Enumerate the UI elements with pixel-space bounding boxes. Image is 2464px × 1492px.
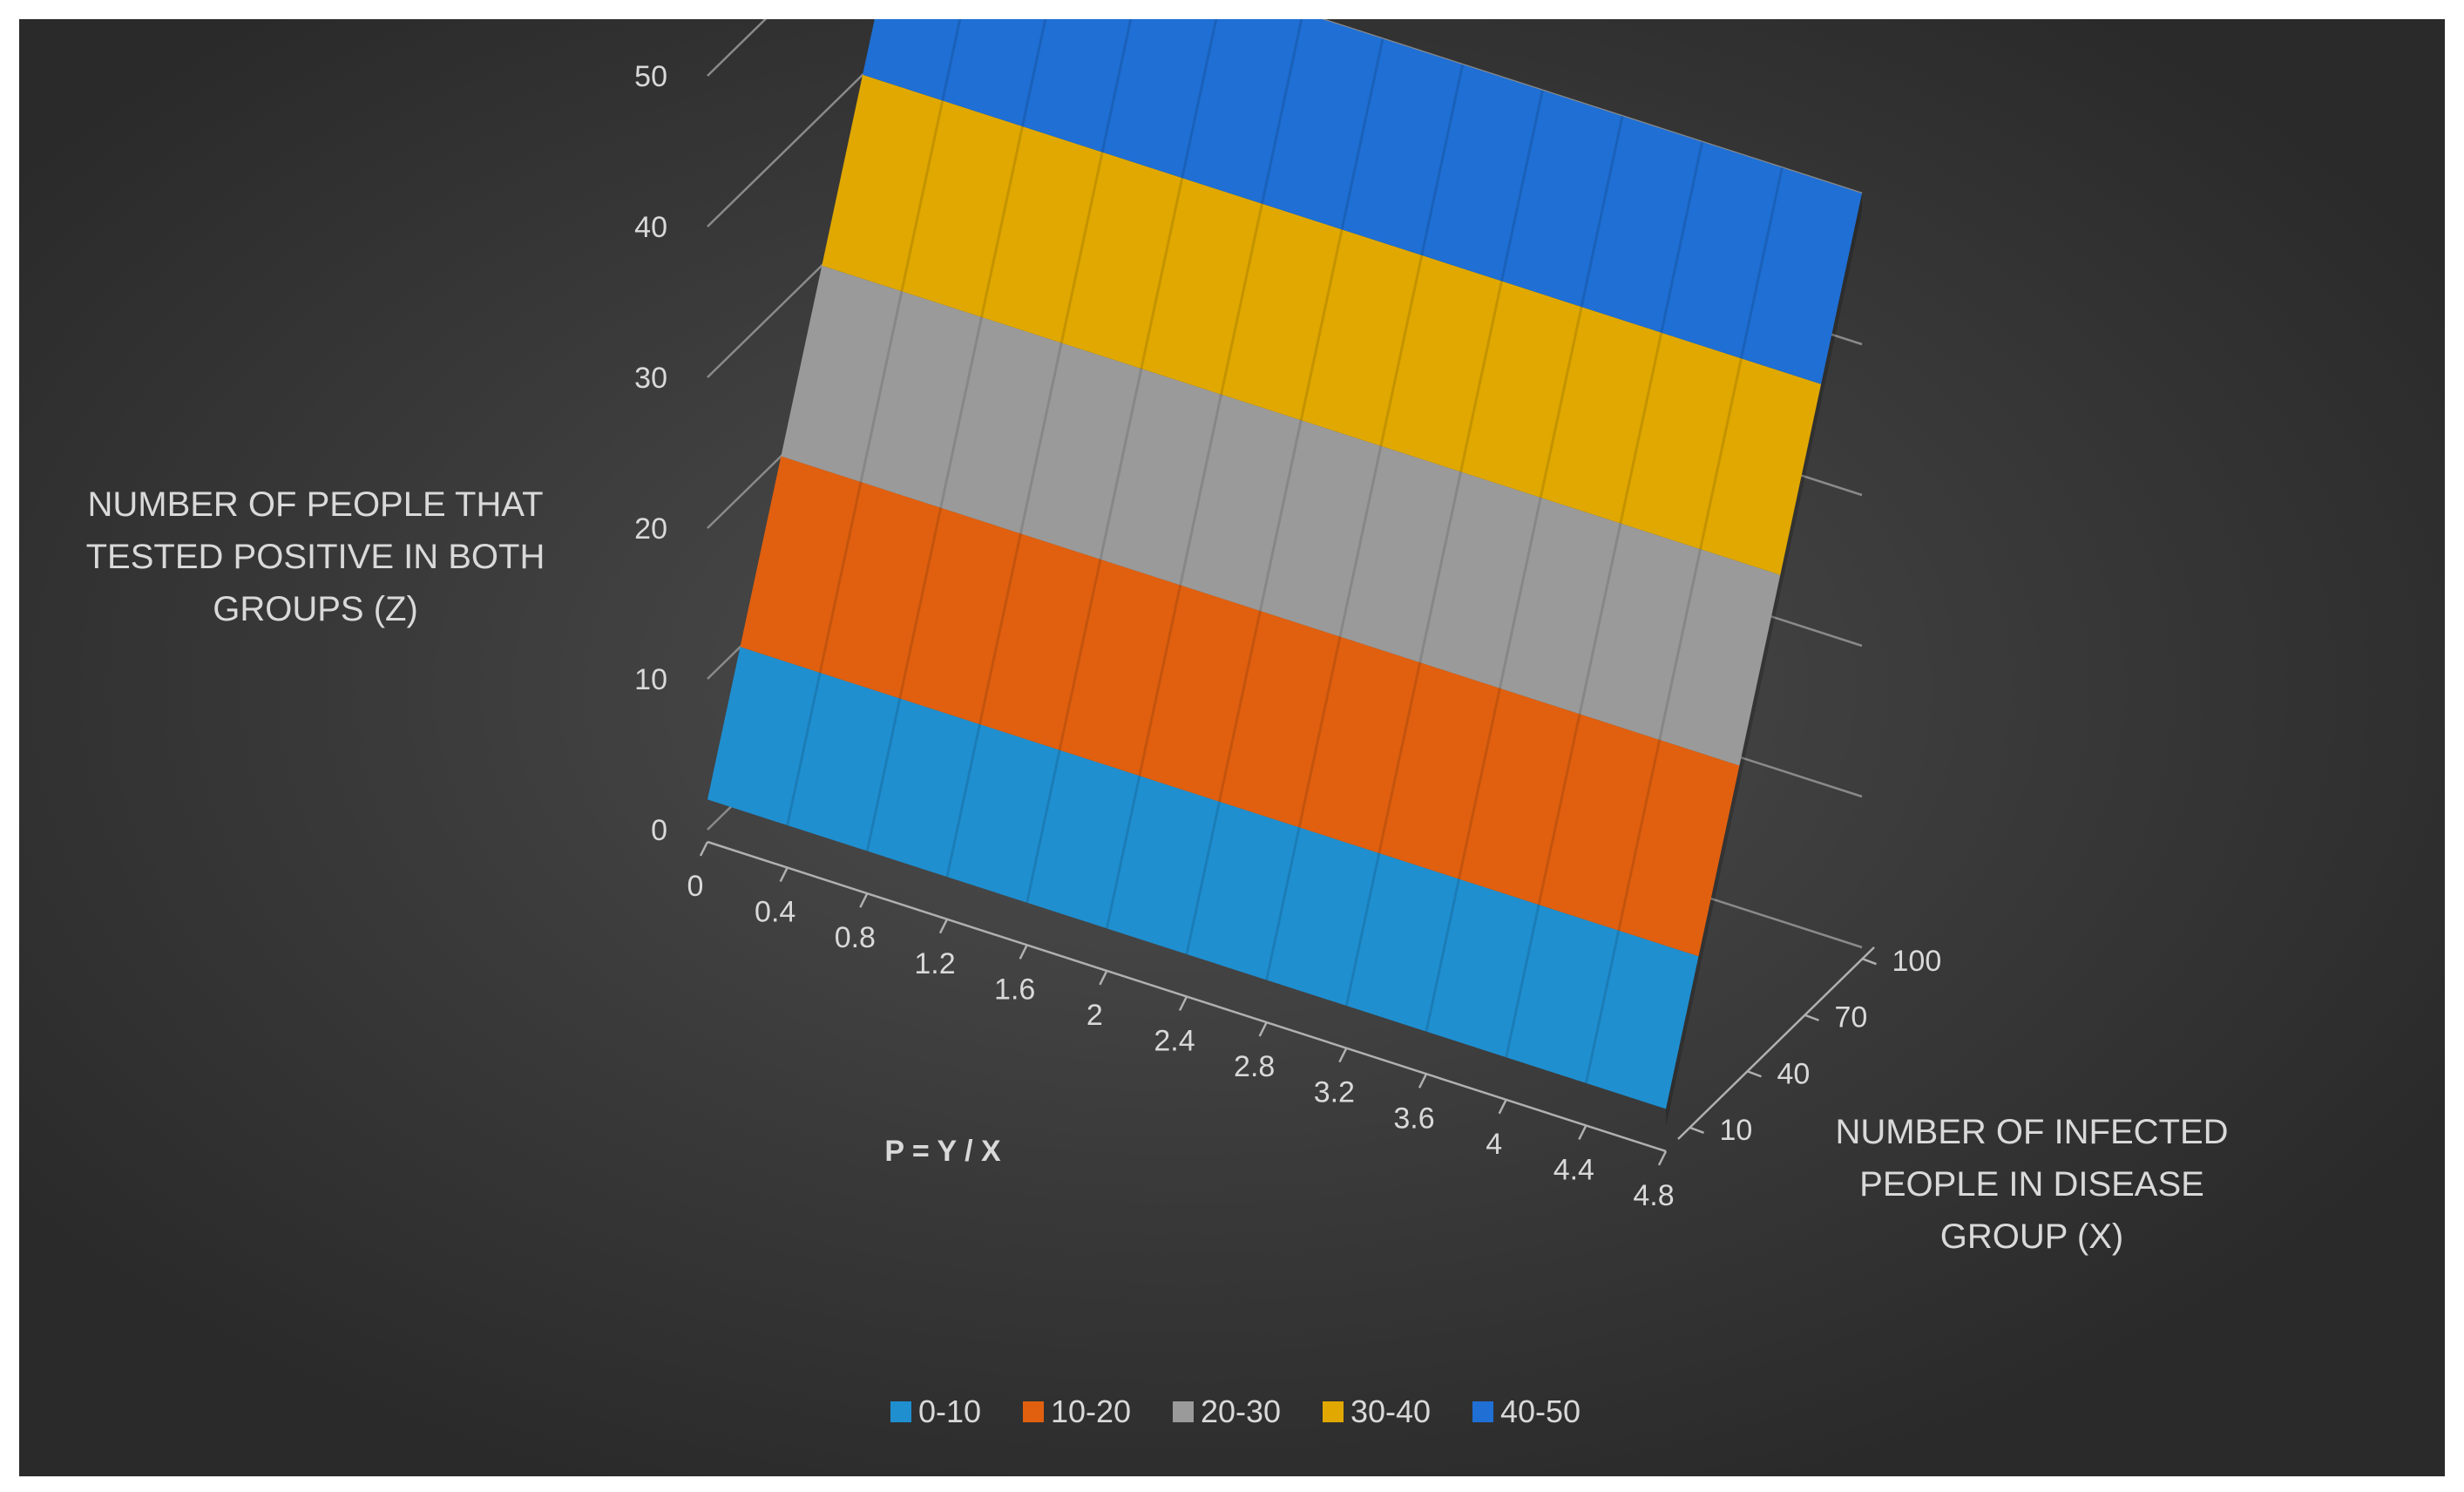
surface-band-edge-30-40 — [1780, 383, 1822, 593]
legend-label: 0-10 — [918, 1394, 981, 1429]
x-axis-title-line-3: GROUP (X) — [1940, 1217, 2123, 1256]
p-tick-mark — [1178, 995, 1188, 1012]
p-tick-label: 2.8 — [1234, 1050, 1275, 1083]
surface-band-10-20 — [740, 456, 1740, 957]
surface-chart: 0 0.4 0.8 1.2 1.6 2 2.4 2.8 3.2 3.6 4 4.4 4.8 10 40 70 1… — [86, 19, 2229, 1429]
surface-band-edge-40-50 — [1821, 193, 1862, 403]
z-axis-title-line-1: NUMBER OF PEOPLE THAT — [87, 485, 543, 524]
p-tick-mark — [1099, 970, 1108, 986]
legend-label: 10-20 — [1051, 1394, 1131, 1429]
p-axis-title: P = Y / X — [884, 1135, 1001, 1168]
surface-band-edge-20-30 — [1739, 574, 1781, 784]
x-tick-mark — [1747, 1070, 1762, 1078]
x-tick-label: 10 — [1720, 1114, 1753, 1147]
p-tick-label: 3.2 — [1314, 1076, 1355, 1109]
p-tick-label: 0.4 — [755, 896, 795, 929]
surface-ridge — [1265, 64, 1465, 980]
p-tick-mark — [779, 867, 789, 883]
x-tick-label: 70 — [1835, 1001, 1868, 1034]
z-tick-label: 0 — [651, 814, 667, 847]
surface-band-0-10 — [707, 647, 1699, 1109]
legend-swatch-30-40 — [1323, 1401, 1344, 1422]
p-tick-mark — [1338, 1048, 1348, 1063]
p-tick-mark — [699, 841, 709, 857]
legend-swatch-0-10 — [890, 1401, 911, 1422]
z-tick-label: 40 — [634, 211, 667, 244]
p-tick-label: 4.8 — [1633, 1179, 1674, 1212]
surface-ridge — [1505, 141, 1704, 1058]
surface-plot — [707, 19, 1862, 1128]
p-tick-label: 1.2 — [914, 947, 955, 980]
x-tick-mark — [1689, 1126, 1704, 1134]
p-tick-label: 3.6 — [1393, 1102, 1434, 1135]
z-axis-title-line-3: GROUPS (Z) — [213, 590, 418, 628]
chart-area: 0 0.4 0.8 1.2 1.6 2 2.4 2.8 3.2 3.6 4 4.4 4.8 10 40 70 1… — [19, 19, 2445, 1476]
surface-band-40-50 — [863, 19, 1862, 384]
surface-ridge — [1344, 90, 1544, 1007]
z-tick-label: 20 — [634, 512, 667, 546]
legend-label: 40-50 — [1500, 1394, 1581, 1429]
legend-label: 20-30 — [1201, 1394, 1281, 1429]
surface-ridge — [1584, 167, 1784, 1084]
surface-ridge — [1425, 115, 1624, 1032]
x-tick-mark — [1804, 1014, 1819, 1021]
p-tick-label: 2.4 — [1154, 1025, 1195, 1058]
x-tick-mark — [1862, 958, 1877, 966]
legend-label: 30-40 — [1350, 1394, 1431, 1429]
p-tick-label: 0 — [687, 870, 704, 903]
x-tick-label: 100 — [1892, 945, 1942, 978]
p-tick-mark — [1498, 1099, 1507, 1115]
p-tick-label: 0.8 — [835, 921, 876, 954]
z-tick-label: 50 — [634, 60, 667, 93]
chart-axes: 0 0.4 0.8 1.2 1.6 2 2.4 2.8 3.2 3.6 4 4.4 4.8 10 40 70 1… — [634, 60, 1941, 1212]
surface-ridge — [1105, 19, 1303, 929]
p-tick-label: 4.4 — [1554, 1153, 1594, 1186]
surface-band-20-30 — [781, 265, 1781, 766]
x-axis-title-line-1: NUMBER OF INFECTED — [1835, 1113, 2228, 1151]
surface-band-30-40 — [822, 74, 1822, 575]
chart-legend: 0-10 10-20 20-30 30-40 40-50 — [890, 1394, 1581, 1429]
p-tick-label: 1.6 — [994, 973, 1035, 1006]
p-tick-mark — [1019, 944, 1028, 960]
p-tick-label: 2 — [1086, 999, 1103, 1032]
p-tick-mark — [859, 892, 869, 908]
gridline-z-50 — [707, 19, 1863, 195]
surface-band-edge-0-10 — [1666, 956, 1699, 1128]
surface-ridge — [865, 19, 1047, 851]
p-tick-mark — [1578, 1124, 1587, 1140]
x-axis-line — [1677, 946, 1875, 1140]
legend-swatch-20-30 — [1173, 1401, 1194, 1422]
surface-ridge — [1026, 19, 1218, 904]
x-tick-label: 40 — [1777, 1057, 1811, 1090]
z-tick-label: 10 — [634, 663, 667, 696]
p-tick-mark — [1657, 1150, 1668, 1166]
z-axis-title-line-2: TESTED POSITIVE IN BOTH — [86, 538, 545, 576]
surface-ridge — [1185, 38, 1384, 955]
p-tick-mark — [1258, 1021, 1268, 1037]
surface-band-edge-10-20 — [1698, 765, 1740, 975]
legend-swatch-10-20 — [1023, 1401, 1044, 1422]
p-tick-label: 4 — [1486, 1128, 1502, 1161]
x-axis-title-line-2: PEOPLE IN DISEASE — [1859, 1165, 2204, 1204]
surface-ridge — [786, 19, 962, 826]
p-tick-mark — [938, 919, 949, 934]
surface-ridge — [945, 19, 1133, 878]
p-tick-mark — [1418, 1073, 1428, 1088]
z-tick-label: 30 — [634, 362, 667, 395]
legend-swatch-40-50 — [1472, 1401, 1493, 1422]
